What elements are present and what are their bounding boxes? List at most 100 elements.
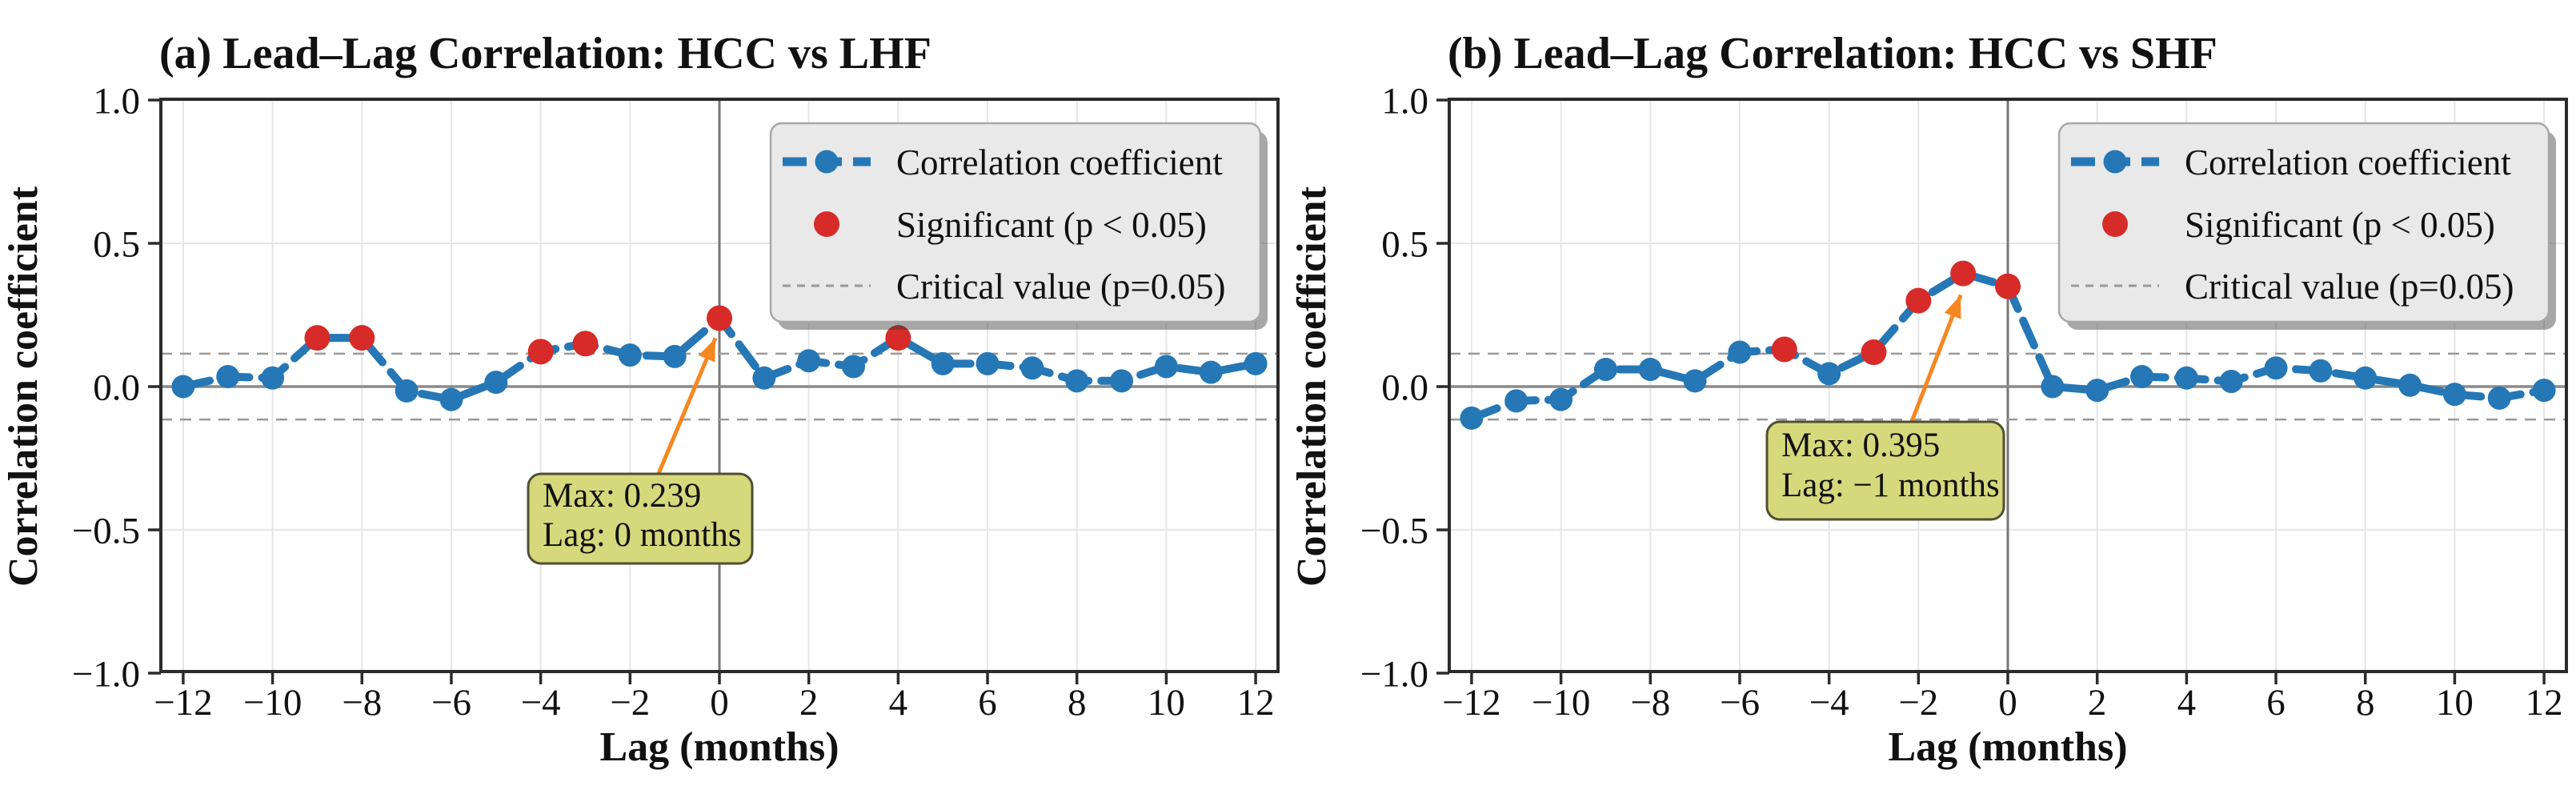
x-tick-label: −4 — [1809, 682, 1849, 724]
annotation-arrow — [655, 337, 718, 476]
legend-label-2: Significant (p < 0.05) — [896, 205, 1207, 245]
data-point-lag-7 — [1020, 356, 1044, 380]
annotation-arrowhead — [1944, 295, 1961, 319]
legend-label-1: Correlation coefficient — [2185, 142, 2511, 182]
data-point-lag--11 — [216, 364, 240, 388]
x-tick-label: 6 — [978, 682, 997, 724]
y-tick-label: −1.0 — [72, 653, 140, 695]
x-tick-label: 2 — [799, 682, 819, 724]
x-tick-label: −6 — [1720, 682, 1760, 724]
data-point-lag--11 — [1504, 389, 1528, 413]
x-tick-label: 8 — [1068, 682, 1087, 724]
significant-point-lag--8 — [349, 325, 375, 351]
y-tick-label: 0.0 — [93, 367, 140, 408]
x-tick-label: 0 — [1998, 682, 2017, 724]
x-tick-label: 6 — [2266, 682, 2286, 724]
data-point-lag--8 — [1638, 358, 1662, 382]
data-point-lag-12 — [1244, 351, 1268, 375]
x-tick-label: −10 — [243, 682, 302, 724]
x-tick-label: −8 — [342, 682, 382, 724]
significant-point-lag--5 — [1771, 336, 1797, 363]
max-annotation-box — [1765, 420, 2005, 521]
x-tick-label: −2 — [610, 682, 650, 724]
data-point-lag-8 — [2354, 366, 2378, 390]
data-point-lag-8 — [1065, 369, 1089, 393]
data-point-lag-2 — [2085, 379, 2109, 403]
x-axis-label: Lag (months) — [1888, 724, 2127, 770]
y-tick-label: −0.5 — [1360, 510, 1428, 551]
y-axis-label: Correlation coefficient — [1289, 186, 1335, 587]
data-point-lag-6 — [2264, 356, 2288, 380]
x-tick-label: −12 — [1442, 682, 1501, 724]
y-tick-label: −1.0 — [1360, 653, 1428, 695]
x-tick-label: 10 — [2436, 682, 2474, 724]
y-tick-label: 1.0 — [93, 80, 140, 122]
data-point-lag--10 — [261, 366, 285, 390]
data-point-lag-10 — [2442, 383, 2466, 407]
x-tick-label: 0 — [710, 682, 729, 724]
x-tick-label: 10 — [1148, 682, 1185, 724]
significant-point-lag--4 — [527, 339, 554, 365]
annotation-arrow — [1909, 294, 1963, 424]
chart-b-title: (b) Lead–Lag Correlation: HCC vs SHF — [1448, 29, 2217, 78]
data-point-lag-11 — [1199, 360, 1223, 384]
data-point-lag-6 — [976, 351, 1000, 375]
data-point-lag-12 — [2532, 379, 2556, 403]
max-annotation-line-2: Lag: 0 months — [543, 516, 741, 554]
legend-significant-sample — [814, 211, 839, 237]
legend-box — [769, 122, 1262, 323]
x-tick-label: −12 — [154, 682, 213, 724]
annotation-arrowhead — [699, 338, 715, 363]
data-point-lag-1 — [752, 366, 776, 390]
data-point-lag-11 — [2487, 386, 2511, 410]
max-annotation-box — [527, 472, 754, 565]
y-tick-label: 1.0 — [1381, 80, 1428, 122]
x-tick-label: 12 — [2526, 682, 2563, 724]
data-point-lag--10 — [1549, 387, 1573, 411]
significant-point-lag-0 — [1995, 273, 2021, 299]
legend-label-3: Critical value (p=0.05) — [2185, 267, 2514, 307]
data-point-lag--2 — [618, 343, 642, 367]
significant-point-lag-4 — [885, 325, 911, 351]
data-point-lag-3 — [2130, 364, 2154, 388]
x-tick-label: 4 — [2177, 682, 2197, 724]
legend-significant-sample — [2102, 211, 2128, 237]
legend-label-1: Correlation coefficient — [896, 142, 1223, 182]
data-point-lag-4 — [2174, 366, 2198, 390]
x-axis-label: Lag (months) — [599, 724, 839, 770]
significant-point-lag--1 — [1950, 260, 1977, 287]
data-point-lag-9 — [1110, 369, 1134, 393]
chart-background — [1288, 0, 2576, 786]
x-tick-label: −8 — [1630, 682, 1670, 724]
max-annotation-line-1: Max: 0.395 — [1781, 427, 1940, 464]
legend-box — [2057, 122, 2550, 323]
y-tick-label: 0.5 — [1381, 223, 1428, 265]
x-tick-label: −10 — [1532, 682, 1591, 724]
max-annotation-line-2: Lag: −1 months — [1781, 467, 2000, 504]
x-tick-label: −6 — [431, 682, 471, 724]
data-point-lag--7 — [1683, 369, 1707, 393]
y-axis-label: Correlation coefficient — [1, 186, 46, 587]
max-annotation-line-1: Max: 0.239 — [543, 477, 701, 515]
data-point-lag--6 — [1728, 340, 1752, 364]
data-point-lag--5 — [484, 371, 508, 395]
x-tick-label: 4 — [889, 682, 908, 724]
significant-point-lag--3 — [1861, 339, 1887, 366]
x-tick-label: 12 — [1237, 682, 1275, 724]
significant-point-lag--9 — [304, 325, 331, 351]
legend-label-3: Critical value (p=0.05) — [896, 267, 1226, 307]
data-point-lag--9 — [1593, 358, 1617, 382]
data-point-lag-7 — [2309, 359, 2333, 383]
data-point-lag--7 — [395, 379, 419, 403]
data-point-lag-1 — [2041, 375, 2065, 399]
data-point-lag--1 — [663, 344, 687, 368]
significant-point-lag--2 — [1905, 287, 1932, 314]
data-point-lag-10 — [1154, 355, 1178, 379]
data-point-lag--12 — [1460, 406, 1484, 430]
x-tick-label: 2 — [2088, 682, 2107, 724]
data-point-lag-3 — [842, 355, 866, 379]
chart-background — [0, 0, 1288, 786]
significant-point-lag--3 — [572, 331, 599, 357]
